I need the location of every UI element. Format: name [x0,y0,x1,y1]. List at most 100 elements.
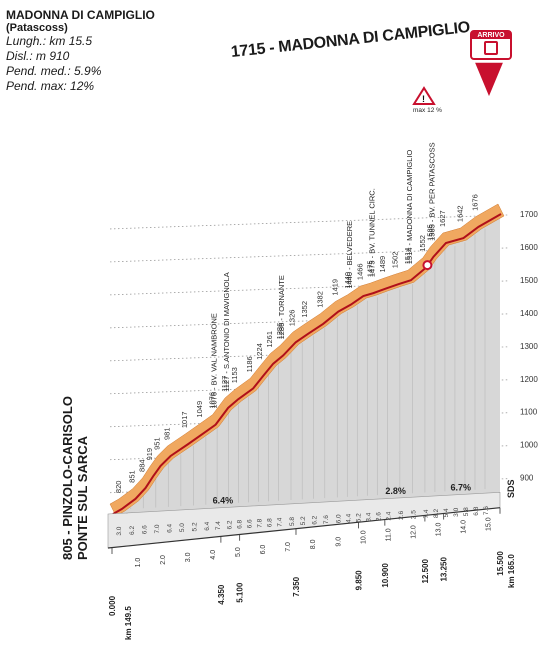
altitude-point-label: 1127 [220,376,229,392]
altitude-tick-label: 900 [520,474,534,483]
altitude-point-label: 1076 [208,392,217,409]
profile-line [112,213,502,515]
km-marker-label: 10.900 [381,563,390,588]
altitude-point-label: 1286 [275,323,284,340]
segment-gradient-label: 7.6 [323,515,330,524]
altitude-point-label: 884 [138,459,147,472]
profile-side-wall [112,216,500,548]
altitude-point-label: 1186 [245,356,254,372]
segment-gradient-label: 2.5 [410,510,417,519]
km-marker-label: 9.850 [355,570,364,591]
segment-gradient-label: 6.0 [335,514,342,523]
place-label: 1286 - TORNANTE [277,275,286,339]
segment-gradient-label: 3.0 [116,526,123,535]
altitude-point-label: 1326 [288,310,297,327]
altitude-tick-label: 1700 [520,210,538,219]
climb-elevation-gain: Disl.: m 910 [6,49,70,63]
place-label: 1585 - BV. PER PATASCOSS [427,142,436,241]
place-label: 1440 - BELVEDERE [345,221,354,289]
start-label-line1: 805 - PINZOLO-CARISOLO [60,396,75,560]
km-marker-label: 12.500 [421,558,430,583]
altitude-point-label: 1466 [355,263,364,280]
km-marker-label: 0.000 [108,595,117,616]
segment-gradient-label: 2.6 [375,512,382,521]
warning-triangle-icon [412,86,436,105]
place-label: 1475 - BV. TUNNEL CIRC. [367,188,376,277]
start-label: 805 - PINZOLO-CARISOLO PONTE SUL SARCA [60,396,90,560]
climb-average-gradient: Pend. med.: 5.9% [6,64,102,78]
km-tick-label: 10.0 [360,530,367,544]
segment-gradient-label: 2.6 [398,510,405,519]
segment-gradient-label: 6.6 [246,519,253,528]
altitude-point-label: 1502 [390,252,399,269]
altitude-point-label: 851 [128,470,137,483]
segment-gradient-label: 6.8 [236,520,243,529]
km-marker-label: 7.350 [292,576,301,597]
segment-gradient-label: 3.4 [365,512,372,521]
finish-line-icon [484,41,498,55]
climb-subtitle: (Patascoss) [6,22,68,34]
altitude-tick-label: 1200 [520,375,538,384]
altitude-tick-label: 1400 [520,309,538,318]
altitude-tick-label: 1000 [520,441,538,450]
altitude-tick-label: 1100 [520,408,538,417]
segment-gradient-label: 5.8 [289,517,296,526]
segment-gradient-label: 6.4 [166,523,173,532]
altitude-point-label: 1585 [425,224,434,241]
place-label: 1514 - MADONNA DI CAMPIGLIO [405,149,414,264]
segment-gradient-label: 7.4 [276,517,283,526]
arrivo-label: ARRIVO [472,32,510,39]
altitude-point-label: 951 [153,437,162,450]
gpm-icon [472,61,506,100]
km-tick-label: 14.0 [460,520,467,534]
altitude-point-label: 1017 [180,411,189,428]
km-tick-label: 6.0 [260,545,267,555]
climb-title: MADONNA DI CAMPIGLIO [6,8,155,22]
km-marker-label: 5.100 [236,582,245,603]
altitude-point-label: 1642 [455,205,464,222]
km-tick-label: 1.0 [135,558,142,568]
segment-gradient-label: 5.2 [300,516,307,525]
start-label-line2: PONTE SUL SARCA [75,436,90,560]
km-marker-label: 13.250 [440,557,449,582]
km-tick-label: 5.0 [235,547,242,557]
segment-gradient-label: 5.4 [443,508,450,517]
altitude-point-label: 1224 [255,343,264,360]
altitude-point-label: 1627 [438,210,447,227]
km-tick-label: 4.0 [210,550,217,560]
segment-gradient-label: 7.0 [154,524,161,533]
segment-gradient-label: 7.8 [256,518,263,527]
sds-label: SDS [506,479,516,498]
segment-gradient-label: 8.2 [433,509,440,518]
altitude-point-label: 820 [114,481,123,494]
km-start-label: km 149.5 [124,606,133,640]
climb-length: Lungh.: km 15.5 [6,34,93,48]
altitude-point-label: 981 [163,427,172,440]
altitude-point-label: 1419 [330,279,339,296]
segment-gradient-label: 7.6 [483,506,490,515]
altitude-point-label: 1514 [403,248,412,265]
warning-exclamation: ! [422,94,425,104]
km-marker-label: 4.350 [217,584,226,605]
place-label: 1127 - S.ANTONIO DI MAVIGNOLA [222,272,231,392]
altitude-tick-label: 1500 [520,276,538,285]
altitude-point-label: 1352 [300,301,309,318]
section-average-gradient: 6.7% [450,482,471,492]
segment-gradient-label: 6.2 [312,515,319,524]
segment-gradient-label: 4.4 [345,513,352,522]
km-tick-label: 7.0 [285,542,292,552]
altitude-point-label: 1382 [315,291,324,308]
km-tick-label: 8.0 [310,539,317,549]
altitude-gridline [109,214,509,230]
km-tick-label: 9.0 [335,537,342,547]
segment-gradient-label: 6.8 [266,518,273,527]
altitude-point-label: 1153 [230,367,239,383]
climb-info: MADONNA DI CAMPIGLIO (Patascoss) Lungh.:… [6,8,155,94]
segment-gradient-label: 5.0 [179,523,186,532]
altitude-point-label: 1552 [418,235,427,252]
altitude-point-label: 1475 [365,260,374,277]
km-tick-label: 12.0 [410,525,417,539]
profile-base-line [107,507,501,549]
